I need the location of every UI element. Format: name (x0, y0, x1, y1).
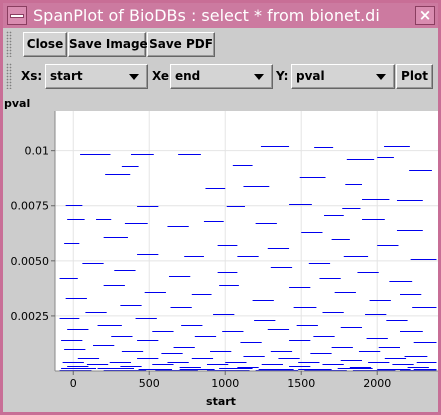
close-button[interactable]: Close (23, 32, 67, 57)
dropdown-arrow-icon (254, 74, 264, 80)
y-tick-label: 0.01 (25, 145, 50, 158)
xs-label: Xs: (21, 69, 43, 83)
span-plot-chart: 0 500 1000 1500 2000 0.0025 0.0050 0.0075 0.01 p… (4, 97, 438, 408)
y-tick-label: 0.0075 (11, 200, 50, 213)
x-axis-label: start (206, 395, 236, 408)
y-label: Y: (276, 69, 289, 83)
plot-area (55, 111, 438, 371)
window-menu-icon[interactable] (7, 6, 27, 25)
dropdown-arrow-icon (129, 74, 139, 80)
x-tick-label: 2000 (363, 377, 391, 390)
x-tick-label: 500 (139, 377, 160, 390)
y-tick-label: 0.0050 (11, 255, 50, 268)
window-content: Close Save Image Save PDF Xs: start Xe: … (3, 28, 438, 412)
dropdown-arrow-icon (376, 74, 386, 80)
plot-button[interactable]: Plot (396, 64, 433, 89)
title-bar[interactable]: SpanPlot of BioDBs : select * from bione… (3, 3, 438, 28)
window-title: SpanPlot of BioDBs : select * from bione… (33, 6, 380, 25)
save-image-button[interactable]: Save Image (68, 32, 148, 57)
y-axis-label: pval (4, 97, 30, 110)
xe-select[interactable]: end (170, 64, 273, 89)
save-pdf-button[interactable]: Save PDF (147, 32, 215, 57)
y-tick-label: 0.0025 (11, 310, 50, 323)
y-select[interactable]: pval (291, 64, 395, 89)
xs-select-value: start (50, 69, 83, 83)
toolbar-grip-icon[interactable] (6, 31, 12, 57)
controls-grip-icon[interactable] (6, 63, 12, 89)
x-tick-label: 1000 (211, 377, 239, 390)
x-tick-label: 0 (70, 377, 77, 390)
xe-label: Xe: (152, 69, 174, 83)
x-tick-label: 1500 (287, 377, 315, 390)
y-select-value: pval (296, 69, 325, 83)
xs-select[interactable]: start (45, 64, 148, 89)
xe-select-value: end (175, 69, 201, 83)
close-window-icon[interactable]: × (415, 6, 435, 25)
